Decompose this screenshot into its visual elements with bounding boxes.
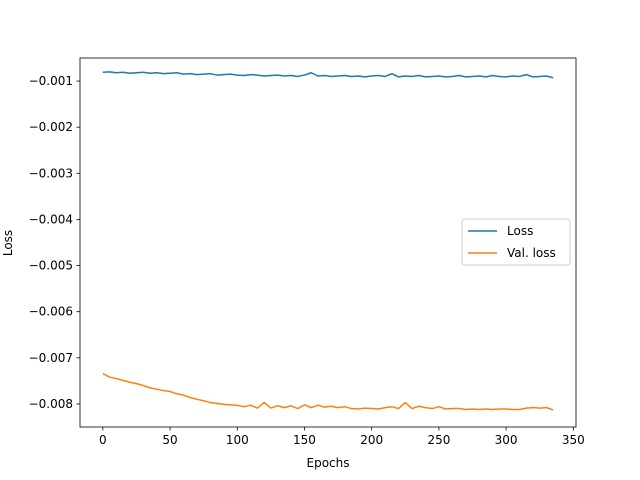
y-axis-label: Loss [1, 230, 15, 256]
y-tick-label: −0.001 [29, 74, 73, 88]
legend-label-val-loss: Val. loss [507, 246, 556, 260]
x-axis-label: Epochs [307, 456, 350, 470]
y-tick-label: −0.006 [29, 305, 73, 319]
x-tick-label: 250 [427, 433, 450, 447]
y-axis-ticks: −0.001 −0.002 −0.003 −0.004 −0.005 −0.006 −0.0… [29, 74, 80, 411]
x-tick-label: 150 [293, 433, 316, 447]
series-line-val-loss [102, 372, 554, 411]
series-line-loss [102, 71, 554, 79]
axes-frame [79, 57, 577, 428]
y-tick-label: −0.003 [29, 166, 73, 180]
legend: Loss Val. loss [461, 218, 571, 266]
x-axis-ticks: 0 50 100 150 200 250 300 350 [99, 427, 585, 447]
y-tick-label: −0.008 [29, 397, 73, 411]
y-tick-label: −0.007 [29, 351, 73, 365]
x-tick-label: 50 [162, 433, 177, 447]
x-tick-label: 350 [562, 433, 585, 447]
x-tick-label: 200 [360, 433, 383, 447]
legend-label-loss: Loss [507, 224, 533, 238]
x-tick-label: 0 [99, 433, 107, 447]
y-tick-label: −0.002 [29, 120, 73, 134]
x-tick-label: 300 [495, 433, 518, 447]
x-tick-label: 100 [226, 433, 249, 447]
series-layer [102, 71, 554, 411]
y-tick-label: −0.005 [29, 259, 73, 273]
y-tick-label: −0.004 [29, 212, 73, 226]
